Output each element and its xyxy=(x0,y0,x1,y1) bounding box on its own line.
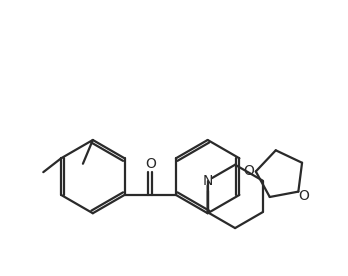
Text: O: O xyxy=(244,164,254,177)
Text: O: O xyxy=(298,189,309,203)
Text: O: O xyxy=(145,157,156,171)
Text: N: N xyxy=(203,174,213,188)
